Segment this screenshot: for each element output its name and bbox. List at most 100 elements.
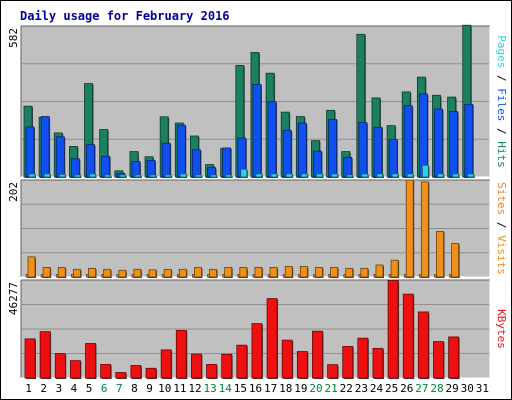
x-tick-label-28: 28 <box>430 382 443 395</box>
bar-visits-16 <box>254 266 263 278</box>
x-tick-label-16: 16 <box>249 382 262 395</box>
bar-files-20 <box>313 150 322 178</box>
bar-pages-26 <box>406 173 414 178</box>
bar-pages-14 <box>225 174 233 178</box>
x-tick-label-19: 19 <box>294 382 307 395</box>
bar-visits-21 <box>330 266 338 278</box>
bar-kbytes-16 <box>251 323 263 379</box>
x-tick-label-12: 12 <box>188 382 201 395</box>
bar-files-9 <box>146 159 156 178</box>
bar-files-30 <box>464 103 474 178</box>
bar-files-1 <box>25 126 35 178</box>
x-tick-label-11: 11 <box>173 382 186 395</box>
bar-files-19 <box>297 122 307 178</box>
x-tick-label-20: 20 <box>309 382 322 395</box>
bar-kbytes-1 <box>24 338 36 379</box>
legend-kbytes: KBytes <box>495 309 508 349</box>
legend-sites-visits-part: Visits <box>495 235 508 275</box>
bar-files-28 <box>434 108 443 178</box>
bar-pages-4 <box>73 174 81 178</box>
bar-kbytes-24 <box>372 347 384 379</box>
bar-visits-6 <box>103 268 112 278</box>
x-tick-label-24: 24 <box>370 382 384 395</box>
x-tick-label-14: 14 <box>219 382 233 395</box>
bar-visits-5 <box>88 267 96 278</box>
bar-files-11 <box>176 124 186 178</box>
x-tick-label-5: 5 <box>86 382 93 395</box>
bar-files-26 <box>403 105 413 178</box>
legend-hits-files-pages-part: / <box>495 68 508 88</box>
legend-kbytes-part: KBytes <box>495 309 508 349</box>
bar-pages-27 <box>421 164 429 178</box>
bar-files-4 <box>70 158 80 178</box>
x-tick-label-17: 17 <box>264 382 277 395</box>
bar-files-25 <box>388 138 398 178</box>
bar-files-14 <box>222 147 232 178</box>
bar-kbytes-9 <box>145 367 157 379</box>
bar-visits-4 <box>72 268 81 278</box>
bar-files-23 <box>358 122 368 178</box>
bar-pages-5 <box>89 173 96 178</box>
bar-visits-15 <box>239 266 248 278</box>
bar-pages-21 <box>331 173 338 178</box>
bar-visits-17 <box>269 266 278 278</box>
bar-files-16 <box>252 83 262 178</box>
bar-visits-10 <box>163 268 172 278</box>
bar-kbytes-29 <box>448 336 460 379</box>
bar-pages-23 <box>361 173 369 178</box>
bar-visits-13 <box>209 268 217 278</box>
bar-pages-24 <box>376 173 384 178</box>
bar-kbytes-15 <box>236 344 248 379</box>
bar-pages-22 <box>346 174 354 178</box>
x-tick-label-4: 4 <box>71 382 78 395</box>
bar-pages-2 <box>43 173 51 178</box>
bar-kbytes-5 <box>85 343 96 379</box>
x-tick-label-3: 3 <box>56 382 63 395</box>
bar-kbytes-18 <box>281 339 293 379</box>
bar-visits-24 <box>375 264 384 278</box>
legend-sites-visits: Sites / Visits <box>495 182 508 275</box>
bar-pages-9 <box>149 174 157 178</box>
bar-pages-7 <box>119 174 127 178</box>
bar-kbytes-19 <box>296 351 308 379</box>
bar-pages-11 <box>179 173 187 178</box>
bar-kbytes-20 <box>312 330 323 379</box>
bar-kbytes-14 <box>221 353 233 379</box>
bar-pages-29 <box>452 173 460 178</box>
bar-kbytes-10 <box>160 349 172 379</box>
x-tick-label-21: 21 <box>325 382 338 395</box>
x-tick-label-25: 25 <box>385 382 398 395</box>
bar-visits-22 <box>345 267 354 278</box>
bar-visits-2 <box>42 266 51 278</box>
x-tick-label-13: 13 <box>203 382 216 395</box>
bar-kbytes-21 <box>327 364 338 379</box>
bar-pages-12 <box>195 174 202 178</box>
x-tick-label-27: 27 <box>415 382 428 395</box>
legend-hits-files-pages: Pages / Files / Hits <box>495 35 508 168</box>
bar-files-12 <box>192 149 201 178</box>
bar-files-24 <box>373 126 383 178</box>
bar-kbytes-11 <box>175 329 187 379</box>
bar-pages-6 <box>104 174 112 178</box>
bar-pages-30 <box>467 173 475 178</box>
x-tick-label-1: 1 <box>25 382 32 395</box>
x-tick-label-31: 31 <box>476 382 489 395</box>
bar-visits-29 <box>451 242 460 278</box>
bar-kbytes-23 <box>357 337 369 379</box>
chart-title: Daily usage for February 2016 <box>20 9 230 23</box>
bar-kbytes-7 <box>115 372 127 379</box>
bar-files-21 <box>328 119 337 178</box>
bar-pages-15 <box>240 168 248 178</box>
bar-visits-8 <box>133 268 142 278</box>
x-tick-label-6: 6 <box>101 382 108 395</box>
x-tick-label-8: 8 <box>131 382 138 395</box>
bar-kbytes-13 <box>206 364 217 379</box>
y-max-label: 46277 <box>7 282 20 315</box>
bar-pages-1 <box>28 173 36 178</box>
x-tick-label-26: 26 <box>400 382 413 395</box>
bar-pages-20 <box>316 173 323 178</box>
bar-pages-3 <box>58 174 66 178</box>
legend-hits-files-pages-part: / <box>495 121 508 141</box>
x-tick-label-15: 15 <box>234 382 247 395</box>
y-max-label: 582 <box>7 28 20 48</box>
